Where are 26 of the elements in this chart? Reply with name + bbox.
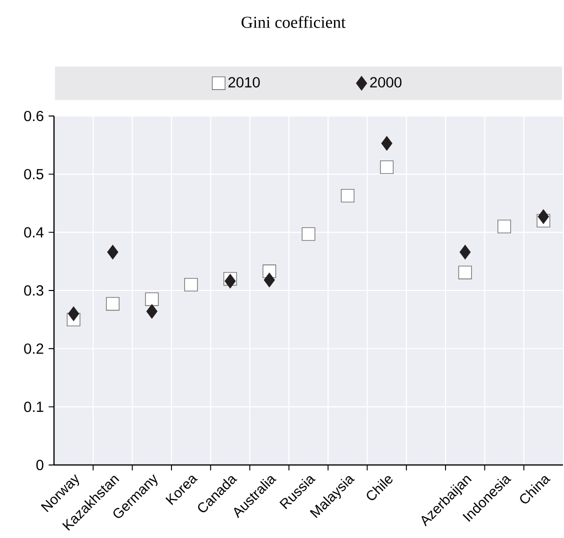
point: [302, 227, 316, 241]
y-tick-label: 0.6: [24, 110, 44, 122]
point: [460, 244, 471, 260]
point: [68, 306, 80, 322]
point: [340, 188, 354, 202]
point: [184, 278, 198, 292]
y-tick-label: 0.5: [24, 168, 44, 180]
y-tick-label: 0: [36, 460, 44, 470]
y-tick-label: 0.1: [24, 402, 44, 412]
point: [264, 272, 275, 288]
chart-subtitle: Gini coefficient: [242, 16, 346, 28]
point: [381, 136, 392, 151]
legend-label: 2010: [228, 77, 260, 88]
y-tick-label: 0.3: [24, 285, 44, 296]
point: [538, 209, 549, 224]
point: [498, 220, 512, 234]
point: [107, 244, 118, 260]
y-tick-label: 0.4: [24, 227, 44, 238]
point: [145, 292, 159, 306]
y-tick-label: 0.2: [24, 343, 44, 354]
point: [146, 304, 158, 319]
legend-label: 2000: [370, 77, 402, 88]
point: [458, 266, 472, 280]
point: [106, 297, 120, 311]
point: [224, 274, 236, 288]
point: [380, 160, 394, 174]
